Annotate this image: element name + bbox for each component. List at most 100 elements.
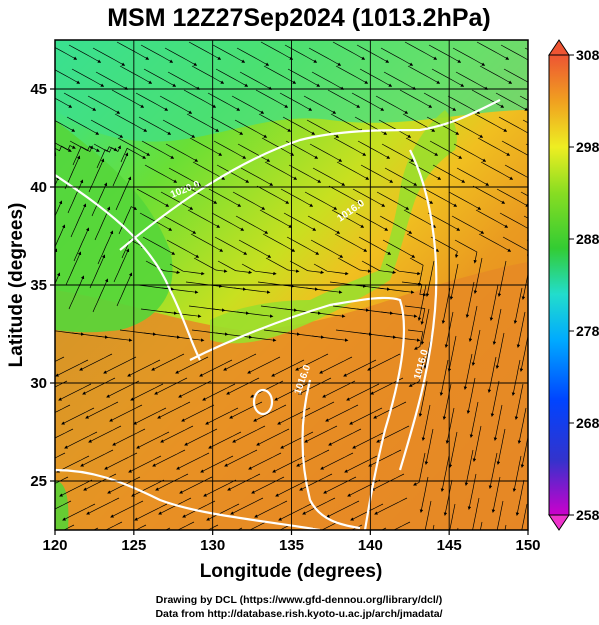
streamline — [91, 182, 108, 217]
streamline — [135, 92, 169, 111]
streamline — [55, 428, 74, 439]
streamline — [305, 287, 343, 294]
streamline — [55, 452, 66, 459]
streamline — [130, 383, 164, 401]
streamline — [465, 281, 475, 319]
streamline — [517, 407, 527, 445]
streamline — [63, 524, 75, 530]
streamline — [512, 455, 522, 493]
streamline — [175, 356, 209, 374]
streamline — [251, 476, 285, 494]
streamline — [310, 239, 344, 258]
streamline — [58, 383, 92, 401]
streamline — [112, 428, 146, 446]
streamline — [113, 248, 130, 283]
streamline — [61, 407, 95, 425]
y-tick-label: 30 — [30, 375, 47, 392]
contour-line — [119, 99, 501, 251]
streamline — [15, 402, 46, 418]
streamline — [143, 68, 177, 87]
streamline — [473, 257, 483, 295]
streamline — [115, 176, 132, 211]
streamline — [349, 407, 383, 425]
streamline — [199, 359, 233, 377]
contour-line — [189, 296, 406, 530]
streamline — [87, 95, 121, 114]
streamline — [521, 503, 528, 530]
streamline — [116, 41, 150, 60]
streamline — [258, 113, 292, 132]
map-title: MSM 12Z27Sep2024 (1013.2hPa) — [107, 4, 491, 32]
streamline — [262, 233, 296, 252]
streamline — [448, 191, 482, 210]
streamline — [232, 191, 266, 210]
streamline — [169, 263, 205, 276]
streamline — [367, 353, 401, 371]
colorbar-tick-label: 288 — [576, 231, 599, 247]
streamline — [323, 476, 357, 494]
streamline — [472, 185, 506, 204]
streamline — [238, 239, 272, 258]
streamline — [71, 68, 105, 87]
streamline — [443, 479, 453, 517]
streamline — [374, 497, 408, 515]
streamline — [56, 455, 90, 473]
streamline — [417, 284, 427, 322]
streamline — [224, 449, 258, 467]
streamline — [526, 239, 528, 241]
streamline — [500, 44, 528, 61]
streamline — [118, 206, 138, 235]
streamline — [492, 308, 502, 346]
streamline — [10, 450, 41, 466]
streamline — [304, 425, 338, 443]
colorbar-tick-label: 278 — [576, 323, 599, 339]
streamline — [89, 254, 106, 289]
streamline — [64, 431, 98, 449]
streamline — [55, 356, 65, 362]
streamline — [487, 356, 497, 394]
streamline — [368, 449, 402, 467]
streamline — [236, 311, 274, 318]
streamline — [322, 380, 356, 398]
streamline — [424, 428, 434, 466]
streamline — [136, 188, 170, 207]
streamline — [295, 353, 329, 371]
streamline — [55, 476, 69, 484]
streamline — [519, 335, 528, 373]
streamline — [255, 89, 289, 108]
streamline — [55, 224, 66, 248]
streamline — [385, 263, 421, 276]
streamline — [55, 272, 61, 285]
streamline — [233, 287, 271, 294]
streamline — [239, 71, 273, 90]
streamline — [344, 455, 378, 473]
streamline — [331, 209, 365, 228]
streamline — [471, 329, 481, 367]
streamline — [401, 281, 427, 297]
streamline — [164, 47, 198, 66]
streamline — [72, 145, 93, 166]
contour-line — [301, 379, 361, 530]
streamline — [112, 152, 129, 187]
streamline — [476, 41, 510, 60]
x-tick-label: 150 — [515, 537, 540, 554]
x-tick-label: 145 — [437, 537, 462, 554]
streamline — [467, 473, 477, 511]
streamline — [279, 92, 313, 111]
streamline — [383, 71, 417, 90]
streamline — [202, 383, 236, 401]
streamline — [432, 164, 466, 183]
streamline — [145, 260, 181, 275]
streamline — [312, 167, 346, 186]
streamline — [256, 428, 290, 446]
x-tick-label: 130 — [200, 537, 225, 554]
streamline — [302, 497, 336, 515]
streamline — [327, 89, 361, 108]
streamline — [182, 500, 216, 518]
streamline — [73, 227, 90, 262]
longitude-ticks: 120 125 130 135 140 145 150 — [42, 530, 541, 554]
streamline — [474, 113, 508, 132]
streamline — [278, 503, 312, 521]
streamline — [178, 380, 212, 398]
streamline — [211, 212, 245, 231]
